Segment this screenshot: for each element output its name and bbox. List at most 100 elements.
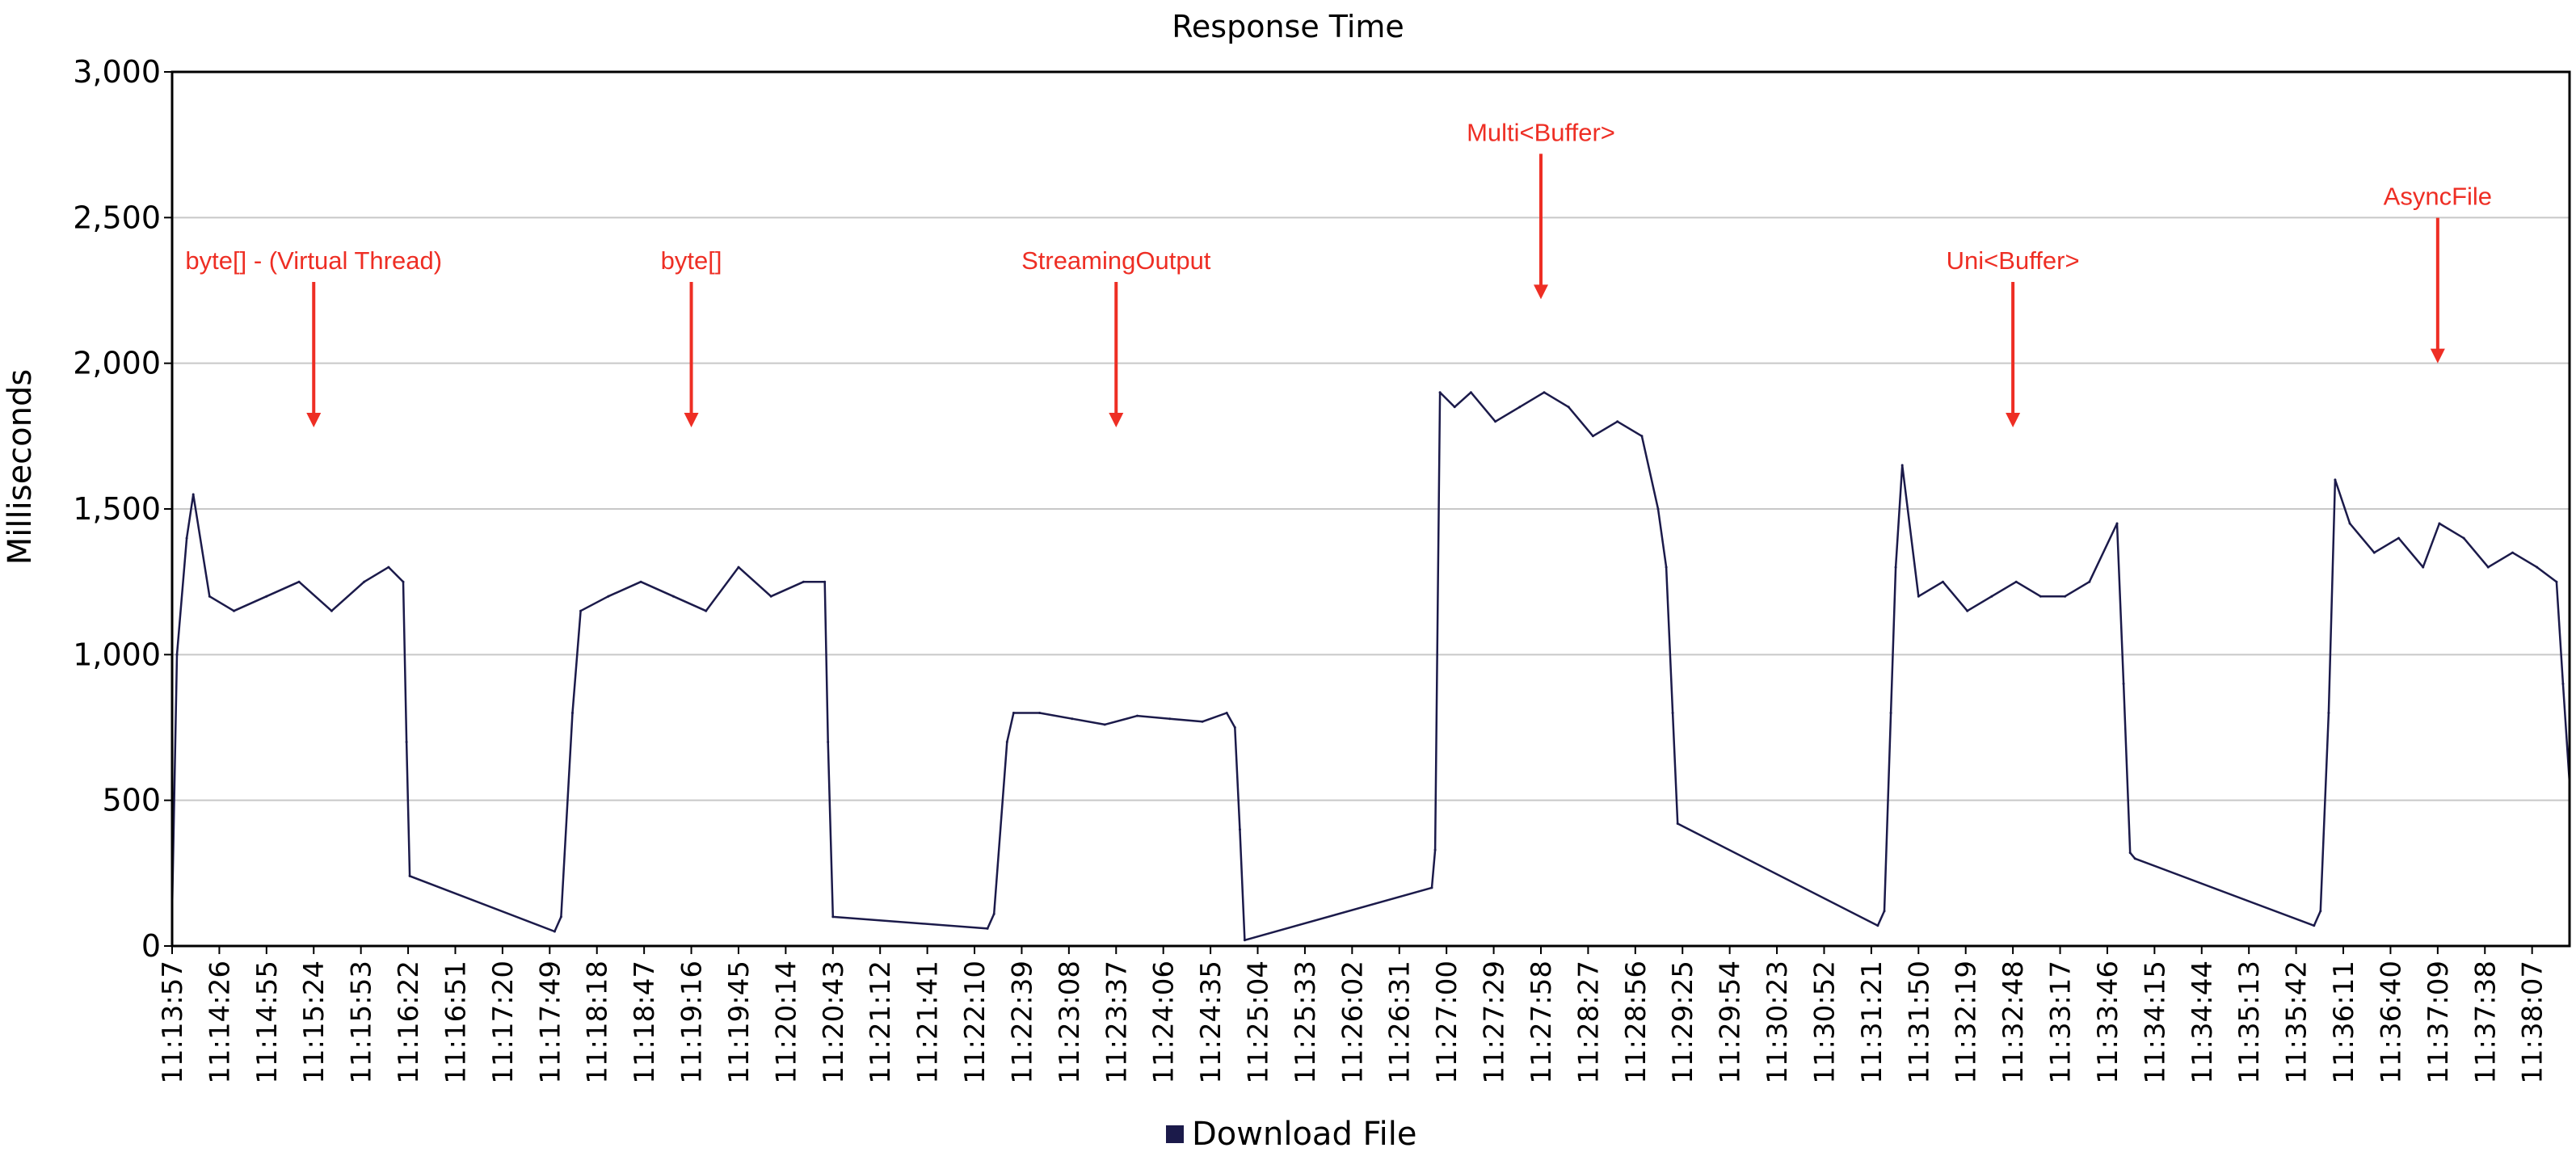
gridlines [172, 217, 2570, 801]
x-tick-label: 11:22:39 [1006, 961, 1038, 1084]
data-point [2334, 478, 2337, 481]
annotation-label: byte[] - (Virtual Thread) [185, 246, 442, 275]
series-layer [170, 391, 2571, 942]
data-point [992, 912, 995, 915]
data-point [1676, 822, 1679, 825]
x-tick-label: 11:33:17 [2045, 961, 2077, 1084]
data-point [1543, 391, 1546, 394]
x-tick-label: 11:27:58 [1526, 961, 1558, 1084]
x-tick-label: 11:27:29 [1479, 961, 1511, 1084]
x-tick-label: 11:29:54 [1715, 961, 1747, 1084]
x-tick-label: 11:26:31 [1384, 961, 1416, 1084]
x-tick-label: 11:24:35 [1195, 961, 1227, 1084]
x-tick-label: 11:20:43 [818, 961, 850, 1084]
x-tick-label: 11:13:57 [157, 961, 189, 1084]
data-point [1876, 924, 1879, 927]
x-tick-label: 11:25:04 [1243, 961, 1275, 1084]
x-tick-label: 11:27:00 [1431, 961, 1463, 1084]
data-point [2313, 924, 2316, 927]
series-line-download-file [170, 391, 2571, 942]
data-point [2122, 682, 2125, 685]
data-point [1591, 435, 1594, 438]
data-point [827, 741, 830, 743]
data-point [2555, 580, 2558, 583]
x-tick-label: 11:28:56 [1620, 961, 1652, 1084]
x-tick-label: 11:31:50 [1903, 961, 1935, 1084]
data-point [175, 653, 179, 656]
data-point [2064, 595, 2067, 598]
x-tick-label: 11:32:48 [1997, 961, 2030, 1084]
x-tick-label: 11:37:38 [2469, 961, 2502, 1084]
data-point [1656, 507, 1660, 511]
data-point [2327, 712, 2330, 714]
data-point [831, 915, 835, 919]
annotation-arrowhead [2430, 348, 2445, 364]
data-point [579, 609, 583, 612]
data-point [1900, 464, 1904, 467]
x-tick-label: 11:32:19 [1951, 961, 1983, 1084]
legend-label-download-file: Download File [1192, 1116, 1416, 1153]
data-point [559, 915, 562, 919]
x-tick-label: 11:35:13 [2233, 961, 2266, 1084]
data-point [1616, 420, 1619, 423]
annotation-label: Multi<Buffer> [1467, 118, 1615, 146]
data-point [823, 580, 827, 583]
data-point [2462, 536, 2465, 540]
data-point [1567, 406, 1570, 409]
x-tick-label: 11:21:12 [865, 961, 897, 1084]
y-tick-label: 3,000 [73, 54, 161, 90]
data-point [1453, 406, 1456, 409]
x-tick-label: 11:37:09 [2422, 961, 2455, 1084]
data-point [986, 927, 989, 930]
annotation-arrowhead [306, 413, 322, 428]
data-point [2397, 536, 2400, 540]
data-point [671, 595, 675, 598]
x-tick-label: 11:33:46 [2092, 961, 2124, 1084]
x-tick-label: 11:18:18 [582, 961, 614, 1084]
data-point [2128, 851, 2132, 855]
data-point [408, 874, 411, 877]
data-point [1438, 391, 1442, 394]
x-axis-ticks: 11:13:57 11:14:26 11:14:55 11:15:24 11:15:53… [157, 946, 2549, 1084]
x-tick-label: 11:21:41 [912, 961, 945, 1084]
annotation-label: StreamingOutput [1021, 246, 1211, 275]
data-point [2319, 910, 2322, 913]
data-point [1071, 717, 1074, 721]
data-point [2014, 580, 2018, 583]
x-tick-label: 11:22:10 [959, 961, 991, 1084]
data-point [2039, 595, 2042, 598]
data-point [1430, 886, 1433, 889]
data-point [1201, 720, 1204, 723]
y-tick-label: 2,000 [73, 346, 161, 381]
x-tick-label: 11:36:40 [2375, 961, 2407, 1084]
annotation-arrowhead [1109, 413, 1124, 428]
data-point [297, 580, 301, 583]
y-tick-label: 1,500 [73, 491, 161, 527]
x-tick-label: 11:15:53 [346, 961, 378, 1084]
annotation-arrowhead [684, 413, 699, 428]
x-tick-label: 11:23:37 [1101, 961, 1133, 1084]
data-point [1494, 420, 1497, 423]
data-point [1671, 712, 1674, 714]
y-tick-label: 0 [141, 928, 161, 964]
data-point [737, 565, 740, 569]
data-point [1168, 717, 1172, 721]
data-point [2511, 551, 2514, 554]
data-point [1238, 828, 1241, 831]
x-tick-label: 11:30:23 [1762, 961, 1794, 1084]
x-tick-label: 11:14:55 [251, 961, 284, 1084]
data-point [192, 493, 195, 496]
x-tick-label: 11:17:20 [487, 961, 520, 1084]
data-point [1103, 723, 1106, 726]
x-tick-label: 11:24:06 [1148, 961, 1181, 1084]
data-point [639, 580, 642, 583]
annotations: byte[] - (Virtual Thread) byte[] Streaming… [185, 118, 2492, 428]
data-point [1005, 741, 1008, 743]
data-point [1243, 939, 1246, 942]
y-tick-label: 500 [102, 783, 161, 818]
y-axis-label: Milliseconds [2, 369, 39, 565]
data-point [1012, 712, 1015, 714]
data-point [1136, 714, 1139, 717]
x-tick-label: 11:38:07 [2517, 961, 2549, 1084]
